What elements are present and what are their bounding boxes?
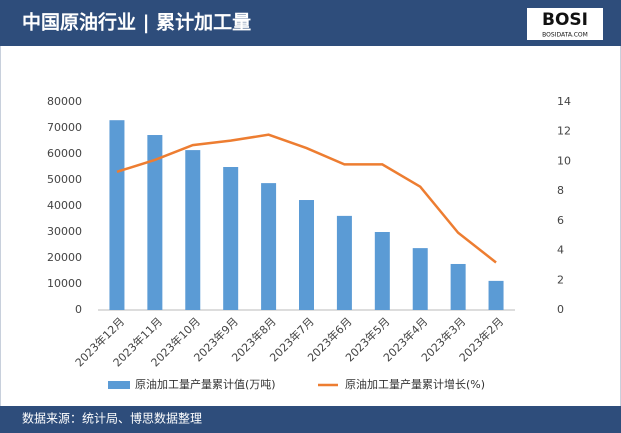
bar <box>299 200 314 310</box>
y-tick-label: 10000 <box>47 277 82 290</box>
line <box>116 133 497 264</box>
legend-label: 原油加工量产量累计增长(%) <box>345 377 485 391</box>
y-tick-label: 80000 <box>47 95 82 108</box>
chart-title: 中国原油行业 | 累计加工量 <box>22 11 251 34</box>
y2-tick-label: 12 <box>557 125 571 138</box>
y2-tick-label: 2 <box>557 273 564 286</box>
legend-label: 原油加工量产量累计值(万吨) <box>135 377 276 391</box>
y2-tick-label: 10 <box>557 154 571 167</box>
bar <box>109 120 125 310</box>
y2-tick-label: 14 <box>557 95 571 108</box>
bar <box>450 263 466 310</box>
bar <box>374 232 390 310</box>
y-tick-label: 0 <box>75 303 82 316</box>
bar <box>223 167 239 310</box>
y-tick-label: 30000 <box>47 225 82 238</box>
footer <box>0 406 621 433</box>
logo-box <box>527 8 603 40</box>
bar <box>488 280 504 310</box>
source: 数据来源：统计局、博思数据整理 <box>22 411 202 426</box>
y-tick-label: 40000 <box>47 199 82 212</box>
bar <box>412 248 428 310</box>
y2-tick-label: 0 <box>557 303 564 316</box>
header <box>0 0 621 46</box>
y2-tick-label: 6 <box>557 214 564 227</box>
bar <box>185 150 201 310</box>
y2-tick-label: 4 <box>557 244 564 257</box>
y-tick-label: 20000 <box>47 251 82 264</box>
bar <box>336 215 352 310</box>
bar <box>147 135 163 310</box>
bar <box>261 183 277 310</box>
legend-swatch <box>108 381 130 389</box>
y-tick-label: 60000 <box>47 147 82 160</box>
y2-tick-label: 8 <box>557 184 564 197</box>
logo: BOSI <box>542 10 588 30</box>
y-tick-label: 50000 <box>47 173 82 186</box>
y-tick-label: 70000 <box>47 121 82 134</box>
logo-sub: BOSIDATA.COM <box>542 32 588 39</box>
